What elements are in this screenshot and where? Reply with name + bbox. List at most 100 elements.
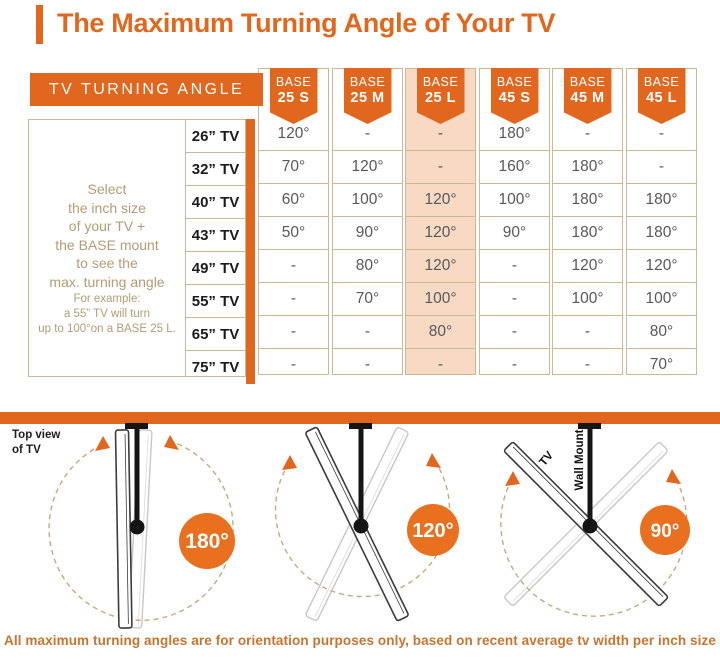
angle-cell: -: [627, 150, 696, 183]
angle-cell: 120°: [553, 249, 622, 282]
tv-label: TV: [537, 449, 556, 468]
angle-cell: -: [480, 282, 549, 315]
instruction-example: For example: a 55” TV will turn up to 10…: [38, 293, 176, 335]
orange-separator-bar: [246, 119, 255, 384]
angle-cell: -: [437, 125, 444, 142]
angle-cell: -: [333, 315, 402, 348]
angle-cell: 100°: [406, 282, 475, 315]
arrow-left-icon: [282, 455, 297, 470]
top-view-label: Top view of TV: [12, 429, 61, 456]
angle-badge-120-text: 120°: [412, 520, 453, 542]
angle-cell: 120°: [406, 216, 475, 249]
angle-cell: 120°: [333, 150, 402, 183]
angle-cell: 50°: [259, 216, 328, 249]
diagram-180: 180°: [48, 423, 235, 629]
base-column-25l-highlighted: BASE 25 L - - 120° 120° 120° 100° 80° -: [405, 68, 476, 375]
arrow-right-icon: [426, 453, 441, 468]
arrow-right-icon: [666, 469, 681, 484]
angle-badge-90: [640, 505, 690, 555]
instruction-note: Select the inch size of your TV + the BA…: [49, 181, 165, 291]
angle-cell: 180°: [498, 125, 531, 142]
angle-cell: -: [364, 125, 371, 142]
table-header-banner: TV TURNING ANGLE: [30, 73, 263, 106]
arrow-right-icon: [164, 435, 179, 450]
rotation-arc: [48, 441, 234, 621]
wall-bar: [0, 412, 720, 424]
title-accent-bar: [36, 5, 43, 44]
base-column-25s: BASE 25 S 120° 70° 60° 50° - - - -: [258, 68, 329, 375]
base-25m-ribbon: BASE 25 M: [343, 68, 392, 124]
mount-arm: [358, 423, 364, 525]
pivot-dot: [582, 518, 598, 534]
angle-cell: 160°: [480, 150, 549, 183]
base-column-45m: BASE 45 M - 180° 180° 180° 120° 100° - -: [552, 68, 623, 375]
arrow-left-icon: [505, 471, 520, 486]
angle-badge-180: [179, 513, 235, 569]
tv-size-column: 26” TV 32” TV 40” TV 43” TV 49” TV 55” T…: [185, 119, 246, 377]
tv-size-cell: 49” TV: [186, 251, 245, 284]
instruction-panel: [28, 119, 186, 377]
tv-size-cell: 43” TV: [186, 218, 245, 251]
angle-cell: 100°: [627, 282, 696, 315]
tv-size-cell: 32” TV: [186, 152, 245, 185]
angle-cell: -: [259, 348, 328, 381]
angle-cell: 120°: [406, 183, 475, 216]
angle-cell: 90°: [480, 216, 549, 249]
tv-size-cell: 75” TV: [186, 350, 245, 383]
angle-cell: 80°: [627, 315, 696, 348]
angle-cell: 70°: [627, 348, 696, 381]
angle-cell: 120°: [627, 249, 696, 282]
angle-cell: -: [406, 150, 475, 183]
base-column-25m: BASE 25 M - 120° 100° 90° 80° 70° - -: [332, 68, 403, 375]
angle-cell: 180°: [553, 183, 622, 216]
angle-cell: -: [658, 125, 665, 142]
tv-solid-outline: [114, 429, 133, 629]
angle-cell: -: [553, 348, 622, 381]
turning-angle-diagrams: 180° 120°: [0, 412, 720, 629]
angle-cell: 80°: [406, 315, 475, 348]
footer-disclaimer: All maximum turning angles are for orien…: [4, 633, 716, 648]
base-25l-ribbon: BASE 25 L: [416, 68, 465, 124]
base-25s-ribbon: BASE 25 S: [269, 68, 318, 124]
angle-cell: 180°: [553, 150, 622, 183]
tv-size-cell: 55” TV: [186, 284, 245, 317]
tv-size-cell: 26” TV: [191, 127, 240, 145]
mount-arm: [134, 423, 140, 525]
angle-cell: 180°: [553, 216, 622, 249]
tv-size-cell: 40” TV: [186, 185, 245, 218]
mount-arm: [587, 423, 593, 525]
angle-cell: 100°: [553, 282, 622, 315]
angle-cell: -: [584, 125, 591, 142]
angle-cell: -: [553, 315, 622, 348]
diagram-90: TV Wall Mount 90°: [500, 423, 690, 617]
angle-cell: 90°: [333, 216, 402, 249]
angle-badge-90-text: 90°: [651, 521, 680, 542]
angle-cell: 80°: [333, 249, 402, 282]
angle-cell: -: [480, 315, 549, 348]
angle-cell: 120°: [406, 249, 475, 282]
angle-cell: 100°: [480, 183, 549, 216]
angle-cell: -: [480, 249, 549, 282]
angle-badge-120: [407, 504, 459, 556]
angle-cell: 60°: [259, 183, 328, 216]
page-title: The Maximum Turning Angle of Your TV: [57, 8, 556, 38]
angle-cell: -: [406, 348, 475, 381]
diagram-120: 120°: [274, 423, 459, 622]
angle-cell: 70°: [333, 282, 402, 315]
angle-cell: -: [259, 249, 328, 282]
angle-cell: 180°: [627, 183, 696, 216]
angle-cell: 120°: [277, 125, 310, 142]
angle-badge-180-text: 180°: [185, 530, 228, 553]
base-column-45s: BASE 45 S 180° 160° 100° 90° - - - -: [479, 68, 550, 375]
tv-size-cell: 65” TV: [186, 317, 245, 350]
base-45s-ribbon: BASE 45 S: [490, 68, 539, 124]
angle-cell: -: [259, 282, 328, 315]
angle-cell: -: [259, 315, 328, 348]
angle-cell: 70°: [259, 150, 328, 183]
pivot-dot: [353, 518, 369, 534]
angle-cell: -: [333, 348, 402, 381]
pivot-dot: [129, 519, 145, 535]
angle-cell: 100°: [333, 183, 402, 216]
angle-cell: -: [480, 348, 549, 381]
